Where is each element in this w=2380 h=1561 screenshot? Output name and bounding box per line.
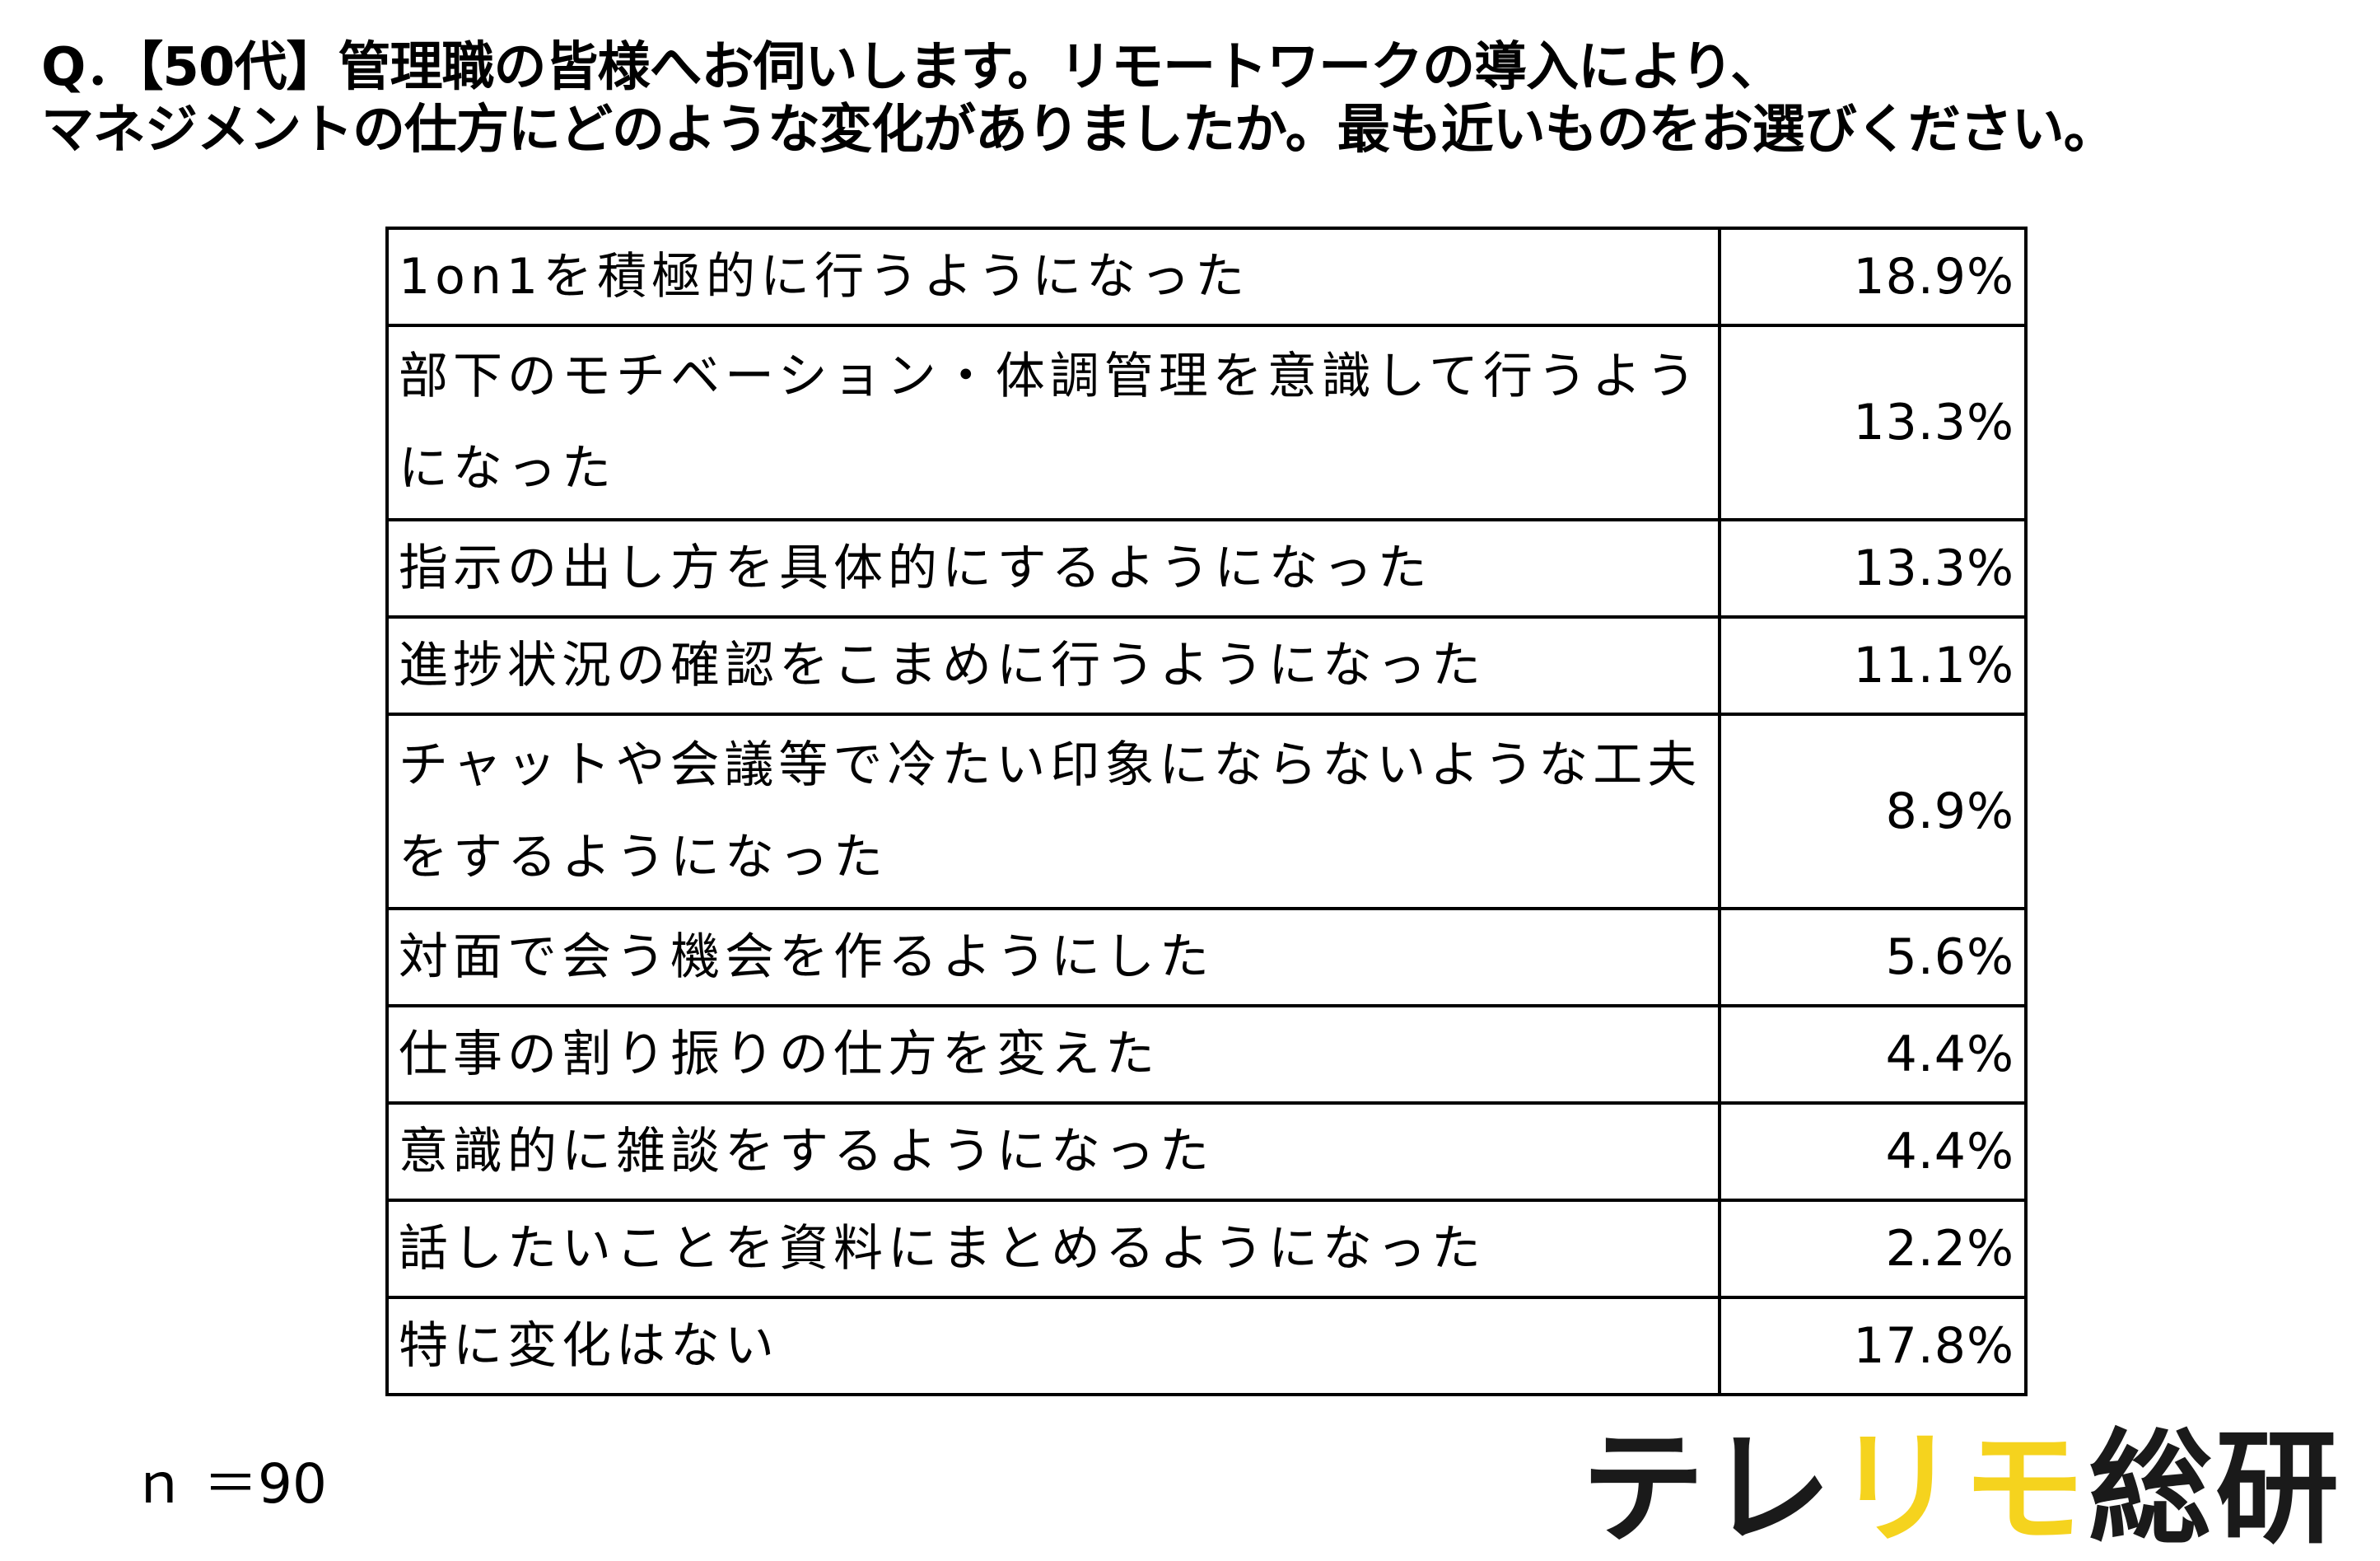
row-value: 5.6% xyxy=(1718,907,2028,1007)
row-value: 13.3% xyxy=(1718,518,2028,619)
row-label: 部下のモチベーション・体調管理を意識して行うようになった xyxy=(385,324,1721,521)
row-value: 13.3% xyxy=(1718,324,2028,521)
row-value: 17.8% xyxy=(1718,1296,2028,1396)
row-label: 対面で会う機会を作るようにした xyxy=(385,907,1721,1007)
row-value: 4.4% xyxy=(1718,1101,2028,1202)
row-label: 意識的に雑談をするようになった xyxy=(385,1101,1721,1202)
brand-logo-part-1: テレ xyxy=(1581,1418,1836,1561)
brand-logo-part-2: リモ xyxy=(1835,1418,2089,1561)
row-label: 仕事の割り振りの仕方を変えた xyxy=(385,1004,1721,1105)
row-label: 1on1を積極的に行うようになった xyxy=(385,227,1721,327)
row-label: 指示の出し方を具体的にするようになった xyxy=(385,518,1721,619)
question-line-1: Q．【50代】管理職の皆様へお伺いします。リモートワークの導入により、 xyxy=(41,37,1783,98)
row-value: 2.2% xyxy=(1718,1199,2028,1299)
question-heading: Q．【50代】管理職の皆様へお伺いします。リモートワークの導入により、 マネジメ… xyxy=(41,36,2364,161)
row-label: 特に変化はない xyxy=(385,1296,1721,1396)
brand-logo: テレリモ総研 xyxy=(1581,1423,2342,1555)
row-value: 8.9% xyxy=(1718,713,2028,910)
brand-logo-part-3: 総研 xyxy=(2088,1418,2343,1561)
table-row: 意識的に雑談をするようになった 4.4% xyxy=(385,1101,2028,1202)
table-row: 進捗状況の確認をこまめに行うようになった 11.1% xyxy=(385,615,2028,716)
row-value: 4.4% xyxy=(1718,1004,2028,1105)
table-row: 指示の出し方を具体的にするようになった 13.3% xyxy=(385,518,2028,619)
table-row: 特に変化はない 17.8% xyxy=(385,1296,2028,1396)
row-value: 18.9% xyxy=(1718,227,2028,327)
sample-size-note: ｎ ＝90 xyxy=(132,1452,327,1516)
row-value: 11.1% xyxy=(1718,615,2028,716)
row-label: 進捗状況の確認をこまめに行うようになった xyxy=(385,615,1721,716)
table-row: 対面で会う機会を作るようにした 5.6% xyxy=(385,907,2028,1007)
table-row: 部下のモチベーション・体調管理を意識して行うようになった 13.3% xyxy=(385,324,2028,521)
table-row: チャットや会議等で冷たい印象にならないような工夫をするようになった 8.9% xyxy=(385,713,2028,910)
results-table: 1on1を積極的に行うようになった 18.9% 部下のモチベーション・体調管理を… xyxy=(385,227,2028,1396)
row-label: チャットや会議等で冷たい印象にならないような工夫をするようになった xyxy=(385,713,1721,910)
question-line-2: マネジメントの仕方にどのような変化がありましたか。最も近いものをお選びください。 xyxy=(41,100,2116,161)
table-row: 1on1を積極的に行うようになった 18.9% xyxy=(385,227,2028,327)
row-label: 話したいことを資料にまとめるようになった xyxy=(385,1199,1721,1299)
table-row: 話したいことを資料にまとめるようになった 2.2% xyxy=(385,1199,2028,1299)
table-row: 仕事の割り振りの仕方を変えた 4.4% xyxy=(385,1004,2028,1105)
